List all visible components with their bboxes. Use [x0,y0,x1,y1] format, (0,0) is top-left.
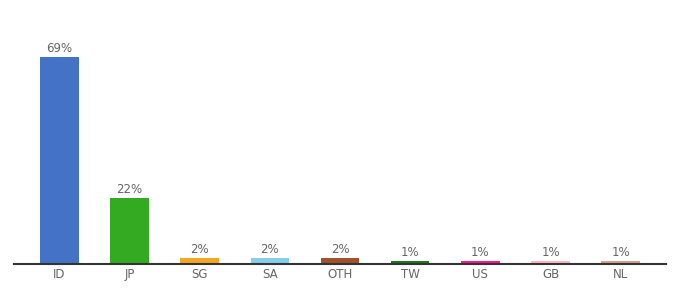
Bar [40,57,78,264]
Bar [180,258,219,264]
Text: 2%: 2% [330,243,350,256]
Bar [110,198,149,264]
Bar [602,261,640,264]
Text: 1%: 1% [401,246,420,259]
Bar [391,261,430,264]
Text: 2%: 2% [190,243,209,256]
Bar [531,261,570,264]
Text: 69%: 69% [46,42,72,55]
Bar [321,258,359,264]
Text: 1%: 1% [471,246,490,259]
Bar [461,261,500,264]
Bar [250,258,289,264]
Text: 1%: 1% [611,246,630,259]
Text: 1%: 1% [541,246,560,259]
Text: 22%: 22% [116,183,143,196]
Text: 2%: 2% [260,243,279,256]
